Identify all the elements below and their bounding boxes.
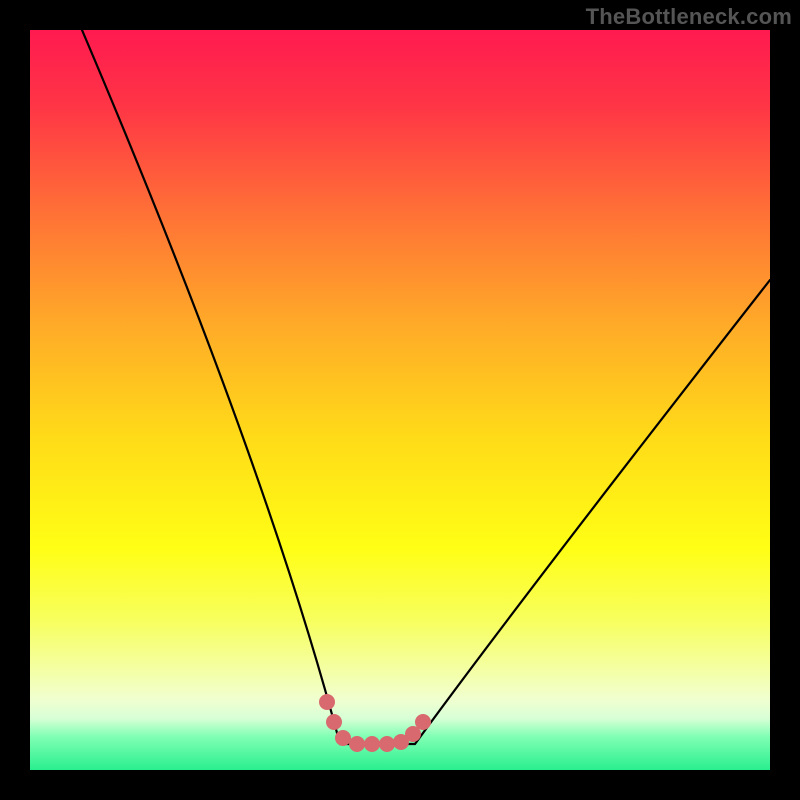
gradient-rect	[30, 30, 770, 770]
chart-stage: TheBottleneck.com	[0, 0, 800, 800]
chart-gradient-svg	[0, 0, 800, 800]
watermark-caption: TheBottleneck.com	[586, 4, 792, 30]
